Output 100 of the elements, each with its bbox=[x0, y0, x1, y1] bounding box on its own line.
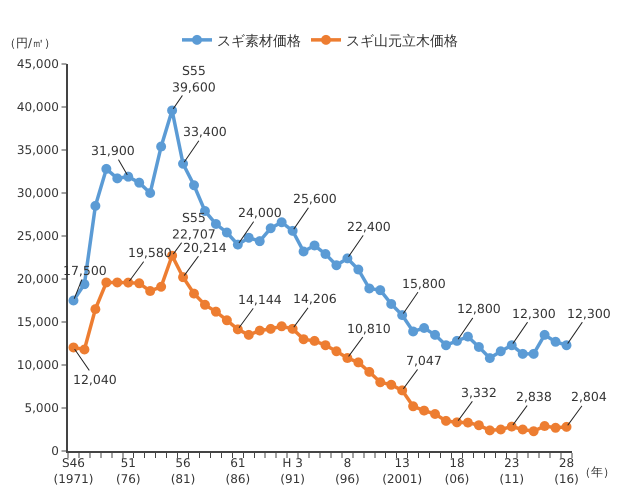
point bbox=[550, 422, 561, 433]
y-tick-label: 10,000 bbox=[16, 358, 59, 372]
point bbox=[419, 323, 430, 334]
data-label: 24,000 bbox=[238, 205, 282, 220]
data-label: 12,300 bbox=[567, 306, 611, 321]
point bbox=[397, 310, 408, 320]
point bbox=[441, 340, 451, 350]
point bbox=[331, 260, 342, 270]
point bbox=[288, 226, 298, 236]
point bbox=[331, 346, 342, 356]
point bbox=[408, 326, 418, 336]
point bbox=[540, 330, 550, 340]
point bbox=[156, 282, 166, 292]
point bbox=[276, 321, 287, 332]
point bbox=[528, 426, 539, 436]
y-axis-title: （円/㎥） bbox=[4, 36, 56, 50]
data-label: 10,810 bbox=[347, 321, 391, 336]
point bbox=[430, 409, 440, 420]
x-axis-title: （年） bbox=[579, 465, 615, 479]
point bbox=[210, 218, 221, 229]
y-tick-label: 25,000 bbox=[16, 229, 59, 244]
point bbox=[68, 296, 78, 306]
point bbox=[518, 424, 528, 434]
point bbox=[79, 279, 90, 290]
point bbox=[79, 344, 90, 355]
y-tick-label: 40,000 bbox=[16, 100, 59, 114]
point bbox=[210, 306, 221, 317]
point bbox=[484, 425, 495, 436]
point bbox=[375, 285, 386, 296]
point bbox=[397, 385, 408, 396]
data-label: 19,580 bbox=[128, 245, 172, 260]
point bbox=[244, 330, 254, 340]
y-tick-label: 35,000 bbox=[16, 143, 59, 158]
data-label: 25,600 bbox=[293, 191, 337, 206]
data-label: 14,144 bbox=[238, 292, 282, 307]
point bbox=[112, 173, 122, 184]
point bbox=[419, 406, 430, 416]
point bbox=[540, 421, 550, 432]
point bbox=[310, 336, 320, 346]
data-label: 22,400 bbox=[347, 219, 391, 234]
point bbox=[167, 105, 178, 116]
data-label: 15,800 bbox=[402, 276, 446, 291]
point bbox=[386, 380, 396, 390]
point bbox=[254, 236, 265, 246]
data-label: 2,804 bbox=[571, 389, 607, 404]
point bbox=[452, 336, 462, 346]
data-label: 3,332 bbox=[461, 385, 497, 400]
point bbox=[189, 288, 199, 299]
data-label: 2,838 bbox=[516, 389, 552, 404]
point bbox=[298, 246, 309, 256]
point bbox=[386, 298, 396, 309]
point bbox=[178, 158, 188, 169]
point bbox=[145, 286, 156, 296]
point bbox=[353, 357, 364, 368]
x-tick-label: 13 (2001) bbox=[382, 456, 422, 486]
point bbox=[232, 324, 243, 334]
point bbox=[518, 348, 528, 359]
x-tick-label: 8 (96) bbox=[335, 456, 360, 486]
point bbox=[178, 272, 188, 282]
data-label: 12,800 bbox=[457, 301, 501, 316]
point bbox=[222, 228, 232, 238]
point bbox=[310, 240, 320, 250]
point bbox=[484, 353, 495, 364]
legend-label: スギ山元立木価格 bbox=[346, 33, 458, 50]
point bbox=[123, 172, 134, 182]
point bbox=[496, 424, 506, 434]
point bbox=[474, 420, 484, 430]
legend-label: スギ素材価格 bbox=[217, 33, 301, 50]
y-tick-label: 0 bbox=[51, 444, 59, 458]
data-label: 12,040 bbox=[73, 372, 117, 387]
data-label: 12,300 bbox=[512, 306, 556, 321]
x-tick-label: 28 (16) bbox=[554, 456, 579, 486]
point bbox=[145, 188, 156, 198]
point bbox=[276, 217, 287, 228]
x-tick-label: 18 (06) bbox=[444, 456, 470, 486]
point bbox=[320, 340, 330, 350]
point bbox=[342, 353, 352, 364]
point bbox=[189, 180, 199, 190]
point bbox=[550, 336, 561, 347]
point bbox=[562, 422, 572, 432]
point bbox=[408, 401, 418, 412]
point bbox=[200, 300, 210, 310]
point bbox=[101, 164, 112, 174]
point bbox=[364, 366, 374, 377]
data-label: 20,214 bbox=[183, 240, 227, 255]
point bbox=[266, 324, 276, 334]
point bbox=[254, 326, 265, 336]
point bbox=[462, 332, 473, 342]
data-label: 7,047 bbox=[406, 353, 442, 368]
y-tick-label: 15,000 bbox=[16, 315, 59, 330]
x-tick-label: 56 (81) bbox=[170, 456, 196, 486]
data-label: S55 22,707 bbox=[172, 210, 216, 242]
point bbox=[452, 417, 462, 428]
point bbox=[288, 324, 298, 334]
point bbox=[462, 418, 473, 428]
point bbox=[298, 334, 309, 344]
point bbox=[430, 330, 440, 340]
point bbox=[506, 422, 517, 432]
point bbox=[364, 283, 374, 294]
point bbox=[528, 348, 539, 359]
